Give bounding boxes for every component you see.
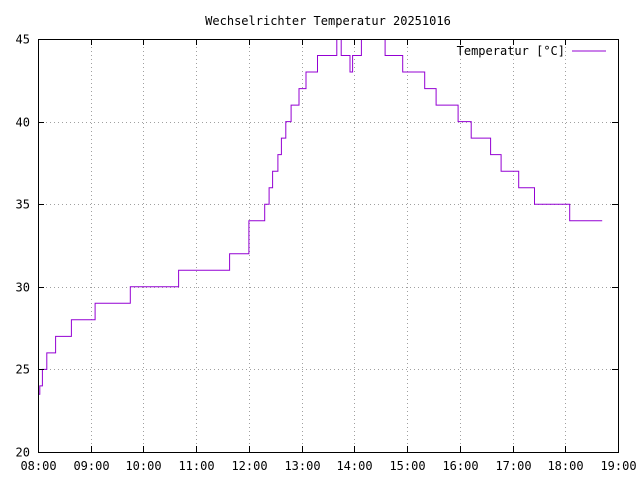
x-tick-label: 09:00 xyxy=(73,459,109,473)
x-tick-label: 15:00 xyxy=(389,459,425,473)
series-line-temperatur xyxy=(38,39,603,395)
y-tick-label: 40 xyxy=(16,116,30,130)
x-tick-label: 08:00 xyxy=(20,459,56,473)
x-tick-label: 10:00 xyxy=(125,459,161,473)
series-layer xyxy=(38,39,603,395)
y-axis-tick-labels: 20 25 30 35 40 45 xyxy=(16,33,30,460)
plot-frame xyxy=(38,39,619,453)
y-tick-label: 20 xyxy=(16,446,30,460)
x-tick-label: 14:00 xyxy=(336,459,372,473)
y-tick-label: 25 xyxy=(16,363,30,377)
x-tick-label: 12:00 xyxy=(231,459,267,473)
chart-title: Wechselrichter Temperatur 20251016 xyxy=(205,14,451,28)
y-tick-label: 45 xyxy=(16,33,30,47)
y-tick-label: 35 xyxy=(16,198,30,212)
axis-ticks xyxy=(38,39,619,453)
y-tick-label: 30 xyxy=(16,281,30,295)
grid xyxy=(38,39,618,452)
legend: Temperatur [°C] xyxy=(457,44,606,58)
x-tick-label: 19:00 xyxy=(600,459,636,473)
x-axis-tick-labels: 08:00 09:00 10:00 11:00 12:00 13:00 14:00 15:00… xyxy=(20,459,636,473)
x-tick-label: 18:00 xyxy=(547,459,583,473)
x-tick-label: 13:00 xyxy=(284,459,320,473)
x-tick-label: 11:00 xyxy=(178,459,214,473)
x-tick-label: 16:00 xyxy=(442,459,478,473)
legend-label: Temperatur [°C] xyxy=(457,44,565,58)
x-tick-label: 17:00 xyxy=(495,459,531,473)
